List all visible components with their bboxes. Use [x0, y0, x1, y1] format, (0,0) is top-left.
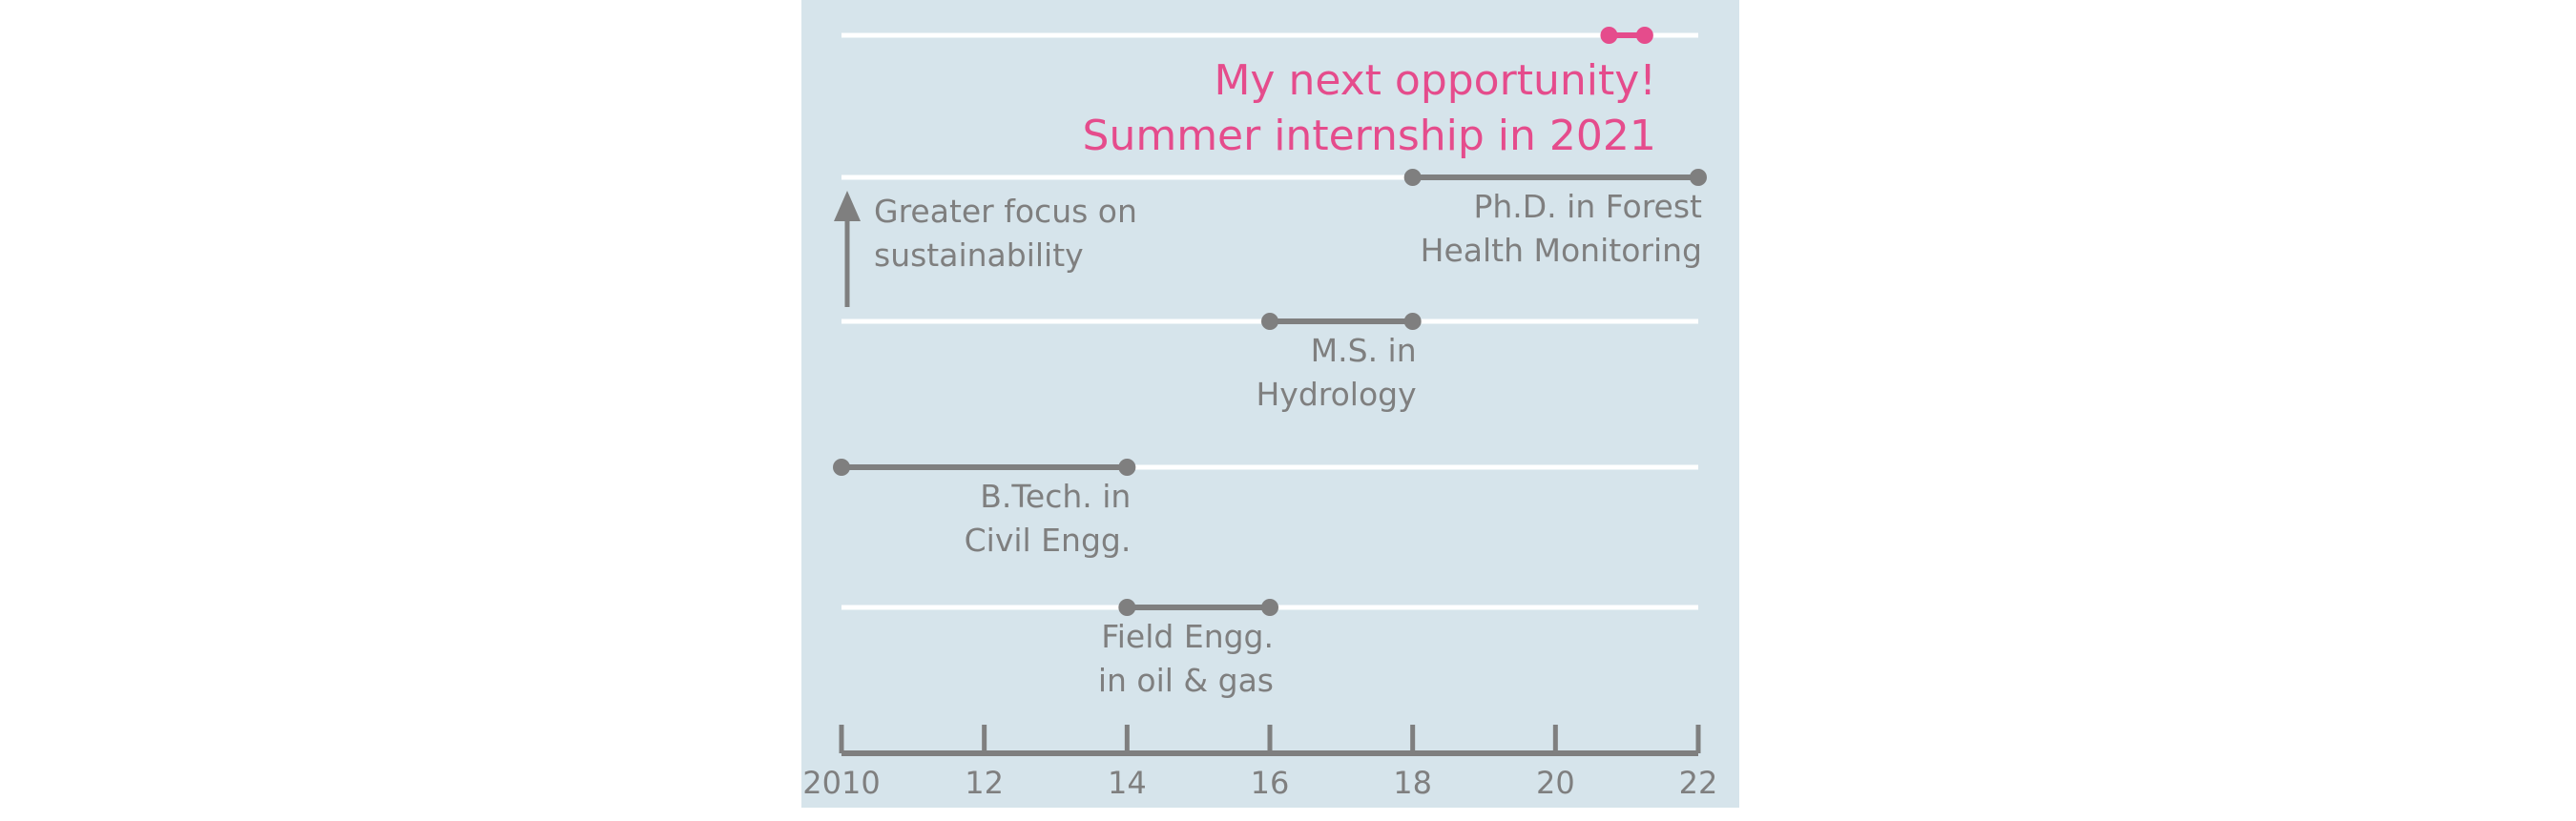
x-axis: 2010 12 14 16 18 20 22	[802, 725, 1717, 801]
segment-label-line-3-0: Ph.D. in Forest	[1473, 188, 1702, 225]
segment-end-dot-0	[1261, 599, 1278, 616]
segment-label-line-1-1: Civil Engg.	[965, 522, 1132, 559]
annotation-label-line-0-1: sustainability	[874, 236, 1084, 274]
x-tick-label-3: 16	[1251, 765, 1290, 801]
segment-label-line-0-1: in oil & gas	[1098, 662, 1274, 699]
x-tick-label-5: 20	[1536, 765, 1575, 801]
segments: Field Engg. in oil & gas B.Tech. in Civil E…	[833, 27, 1707, 699]
segment-label-line-0-0: Field Engg.	[1101, 618, 1274, 655]
segment-end-dot-3	[1690, 169, 1707, 186]
segment-start-dot-0	[1118, 599, 1136, 616]
x-tick-label-2: 14	[1108, 765, 1147, 801]
segment-end-dot-1	[1118, 459, 1136, 476]
x-tick-label-1: 12	[965, 765, 1004, 801]
chart-background	[801, 0, 1739, 808]
timeline-svg: Field Engg. in oil & gas B.Tech. in Civil E…	[801, 0, 1739, 808]
segment-label-line-4-1: Summer internship in 2021	[1083, 112, 1656, 160]
annotation-label-line-0-0: Greater focus on	[874, 193, 1137, 230]
segment-label-line-4-0: My next opportunity!	[1214, 56, 1655, 105]
timeline-chart: Field Engg. in oil & gas B.Tech. in Civil E…	[801, 0, 1739, 808]
segment-end-dot-2	[1403, 313, 1422, 330]
segment-end-dot-4	[1635, 27, 1653, 44]
x-tick-label-0: 2010	[802, 765, 880, 801]
segment-label-line-3-1: Health Monitoring	[1421, 232, 1702, 269]
segment-label-line-2-0: M.S. in	[1311, 332, 1417, 369]
segment-start-dot-2	[1261, 313, 1278, 330]
x-tick-label-6: 22	[1679, 765, 1718, 801]
segment-start-dot-3	[1403, 169, 1422, 186]
segment-label-line-1-0: B.Tech. in	[980, 478, 1131, 515]
annotations: Greater focus on sustainability	[834, 191, 1137, 307]
x-tick-label-4: 18	[1393, 765, 1432, 801]
segment-start-dot-4	[1600, 27, 1618, 44]
segment-label-line-2-1: Hydrology	[1256, 376, 1416, 413]
up-arrow-icon	[834, 191, 861, 221]
segment-start-dot-1	[833, 459, 850, 476]
